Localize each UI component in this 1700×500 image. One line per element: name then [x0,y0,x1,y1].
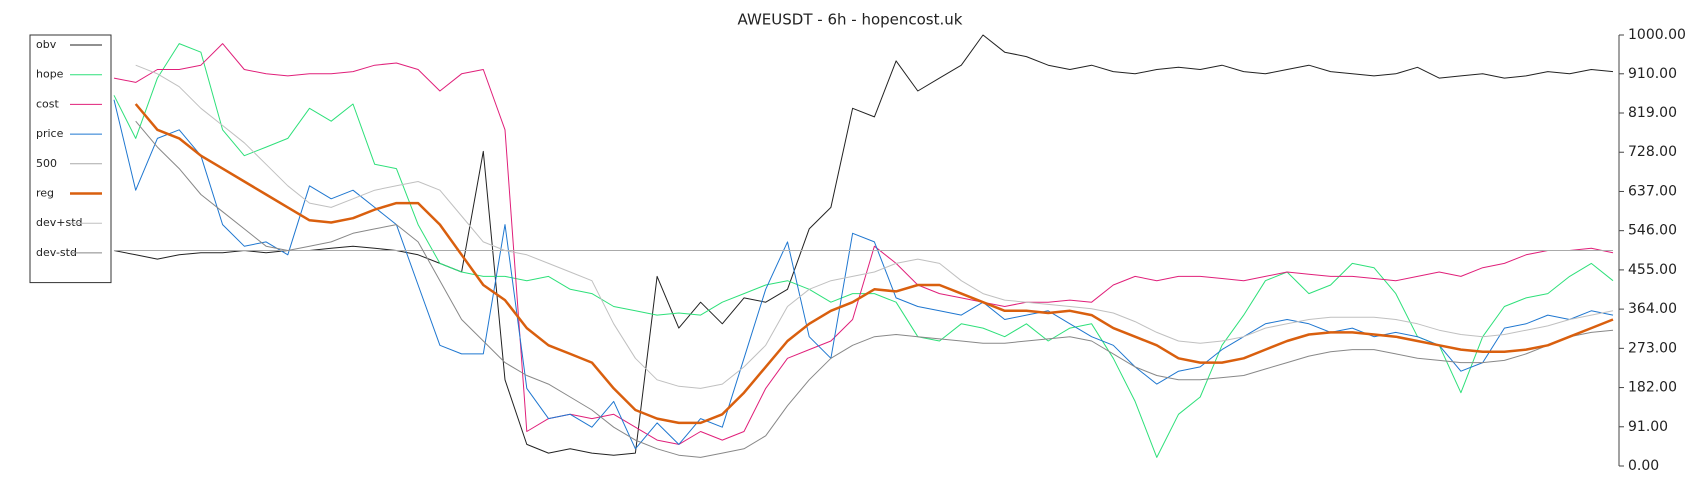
legend-label: obv [36,38,57,51]
legend-label: reg [36,187,54,200]
y-tick-label: 910.00 [1628,66,1677,82]
y-tick-label: 1000.00 [1628,27,1686,43]
series-line [113,43,1614,445]
y-tick-label: 455.00 [1628,262,1677,278]
series-line [135,120,1614,458]
y-tick-label: 0.00 [1628,458,1659,474]
y-tick-label: 637.00 [1628,183,1677,199]
legend-label: dev-std [36,246,77,259]
legend-label: price [36,127,64,140]
legend: obv hope cost price 500 reg dev+std dev-std [29,34,112,284]
chart-title: AWEUSDT - 6h - hopencost.uk [738,11,963,29]
series-line [113,43,1614,458]
y-tick-label: 819.00 [1628,105,1677,121]
y-tick-label: 182.00 [1628,380,1677,396]
y-tick-label: 91.00 [1628,419,1668,435]
y-tick-label: 273.00 [1628,340,1677,356]
legend-label: dev+std [36,216,83,229]
y-tick-label: 546.00 [1628,223,1677,239]
y-tick-label: 728.00 [1628,144,1677,160]
legend-box [29,34,112,284]
series-line [134,103,1614,425]
legend-label: cost [36,97,60,110]
legend-label: 500 [36,157,57,170]
y-tick-label: 364.00 [1628,301,1677,317]
legend-label: hope [36,68,64,81]
series-line [135,64,1614,389]
series-line [113,34,1614,456]
